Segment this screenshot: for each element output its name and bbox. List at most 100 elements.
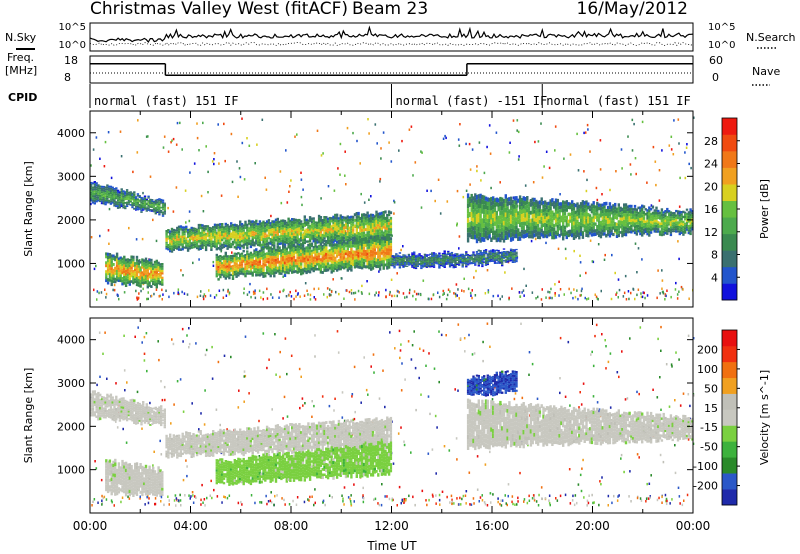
echo-cell (258, 244, 262, 247)
echo-cell (456, 259, 459, 261)
echo-cell (531, 222, 534, 227)
echo-cell (255, 239, 258, 243)
echo-cell (630, 230, 633, 234)
echo-cell (506, 227, 509, 232)
echo-cell (217, 270, 220, 274)
echo-cell (422, 260, 425, 262)
echo-cell (242, 254, 245, 258)
echo-cell (615, 235, 619, 238)
echo-cell (115, 258, 119, 262)
echo-cell (231, 277, 235, 280)
echo-cell (382, 225, 385, 229)
echo-cell (154, 199, 157, 201)
scatter-cell (422, 279, 425, 282)
echo-cell (249, 267, 253, 271)
echo-cell (479, 228, 482, 233)
echo-cell (116, 191, 120, 194)
echo-cell (457, 258, 461, 260)
echo-cell (138, 205, 141, 207)
echo-cell (344, 222, 348, 226)
echo-cell (112, 254, 115, 258)
echo-cell (195, 243, 199, 246)
echo-cell (135, 280, 139, 284)
echo-cell (276, 223, 279, 227)
echo-cell (443, 261, 446, 263)
echo-cell (387, 235, 391, 239)
echo-cell (371, 266, 375, 270)
echo-cell (468, 227, 472, 233)
echo-cell (653, 214, 656, 218)
echo-cell (414, 255, 418, 257)
echo-cell (100, 200, 104, 203)
scatter-cell (534, 237, 537, 241)
echo-cell (348, 221, 351, 224)
echo-cell (256, 266, 260, 269)
echo-cell (495, 215, 498, 220)
scatter-cell (285, 295, 288, 298)
echo-cell (484, 230, 488, 235)
echo-cell (308, 261, 312, 265)
echo-cell (188, 243, 192, 246)
echo-cell (332, 263, 335, 267)
echo-cell (152, 265, 155, 268)
echo-cell (495, 202, 498, 207)
echo-cell (431, 258, 434, 260)
echo-cell (156, 210, 159, 212)
echo-cell (158, 199, 161, 202)
echo-cell (312, 246, 315, 249)
echo-cell (560, 218, 563, 223)
echo-cell (323, 216, 326, 219)
echo-cell (556, 210, 559, 214)
echo-cell (139, 274, 142, 277)
echo-cell (287, 271, 290, 275)
echo-cell (414, 259, 418, 261)
echo-cell (673, 230, 676, 233)
echo-cell (454, 262, 457, 264)
echo-cell (113, 199, 116, 202)
echo-cell (350, 228, 353, 231)
echo-cell (95, 192, 98, 195)
echo-cell (675, 216, 678, 220)
echo-cell (305, 218, 308, 222)
scatter-cell (534, 140, 536, 144)
echo-cell (153, 268, 157, 271)
echo-cell (256, 232, 260, 235)
echo-cell (472, 261, 475, 263)
echo-cell (448, 263, 452, 265)
echo-cell (466, 237, 470, 243)
echo-cell (377, 258, 380, 262)
echo-cell (533, 197, 536, 202)
echo-cell (298, 224, 301, 228)
echo-cell (488, 226, 491, 231)
echo-cell (375, 235, 378, 239)
scatter-cell (499, 181, 501, 184)
echo-cell (152, 206, 156, 208)
echo-cell (346, 221, 349, 225)
echo-cell (431, 262, 434, 265)
echo-cell (492, 256, 495, 259)
echo-cell (285, 258, 288, 261)
echo-cell (188, 230, 192, 233)
echo-cell (540, 197, 543, 202)
echo-cell (181, 231, 184, 234)
echo-cell (129, 191, 132, 193)
echo-cell (140, 206, 143, 209)
echo-cell (150, 264, 153, 268)
scatter-cell (241, 117, 243, 120)
echo-cell (644, 228, 647, 231)
scatter-cell (486, 145, 488, 149)
echo-cell (538, 231, 542, 236)
echo-cell (350, 220, 353, 224)
echo-cell (149, 210, 152, 212)
echo-cell (623, 216, 626, 220)
echo-cell (161, 279, 164, 282)
echo-cell (307, 258, 310, 262)
echo-cell (159, 269, 162, 272)
echo-cell (630, 219, 633, 223)
scatter-cell (243, 178, 246, 181)
echo-cell (314, 244, 317, 248)
echo-cell (416, 263, 419, 265)
echo-cell (280, 272, 283, 275)
echo-cell (341, 236, 344, 239)
echo-cell (352, 229, 355, 232)
